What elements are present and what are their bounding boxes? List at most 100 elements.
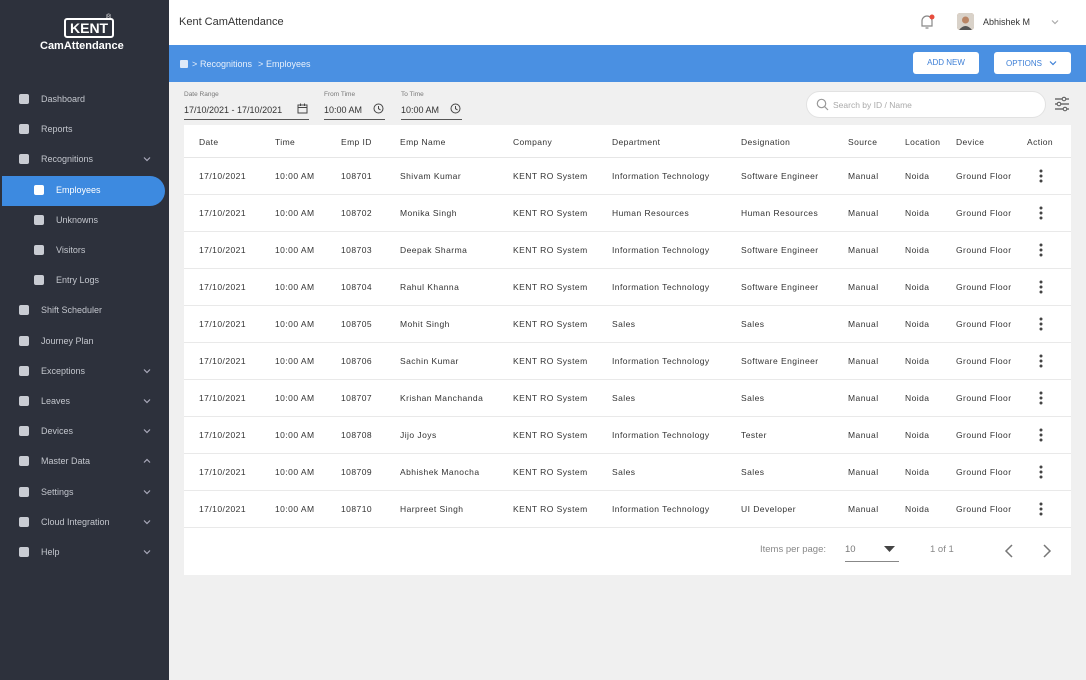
items-per-page-select[interactable]: 10 [845, 540, 899, 562]
table-cell: Ground Floor [956, 208, 1012, 218]
table-cell: 10:00 AM [275, 245, 315, 255]
filter-value: 10:00 AM [324, 105, 363, 115]
filter-field[interactable]: Date Range 17/10/2021 - 17/10/2021 [184, 90, 309, 120]
options-button[interactable]: OPTIONS [994, 52, 1071, 74]
breadcrumb-item[interactable]: Recognitions [200, 59, 253, 69]
table-row: 17/10/2021 10:00 AM 108707 Krishan Manchand… [184, 380, 1071, 417]
filter-settings-icon[interactable] [1054, 96, 1070, 112]
table-cell: Human Resources [612, 208, 690, 218]
table-cell: 108708 [341, 430, 373, 440]
active-highlight [2, 175, 165, 206]
row-action-menu[interactable] [1039, 428, 1043, 442]
row-action-menu[interactable] [1039, 206, 1043, 220]
filter-field[interactable]: From Time 10:00 AM [324, 90, 385, 120]
row-action-menu[interactable] [1039, 280, 1043, 294]
table-cell: Manual [848, 282, 879, 292]
table-cell: 17/10/2021 [199, 504, 247, 514]
notification-bell[interactable] [918, 13, 936, 31]
row-action-menu[interactable] [1039, 391, 1043, 405]
filter-icon [373, 103, 384, 114]
row-action-menu[interactable] [1039, 243, 1043, 257]
sidebar-item[interactable]: Recognitions [0, 145, 169, 173]
chevron [142, 426, 152, 436]
header [169, 0, 1086, 46]
sidebar-label: Recognitions [41, 154, 94, 165]
table-cell: Abhishek Manocha [400, 467, 480, 477]
sidebar-item[interactable]: Leaves [0, 387, 169, 415]
table-cell: 17/10/2021 [199, 430, 247, 440]
column-header: Action [1027, 137, 1054, 147]
column-header: Date [199, 137, 219, 147]
table-cell: Information Technology [612, 245, 710, 255]
table-cell: Sales [612, 319, 636, 329]
sidebar-icon [34, 184, 44, 195]
chevron [142, 456, 152, 466]
table-cell: KENT RO System [513, 245, 588, 255]
table-cell: Sales [741, 319, 765, 329]
table-cell: Information Technology [612, 430, 710, 440]
filter-value: 10:00 AM [401, 105, 440, 115]
sidebar-label: Reports [41, 124, 73, 135]
items-per-page-label: Items per page: [760, 544, 827, 555]
row-action-menu[interactable] [1039, 354, 1043, 368]
table-cell: Sales [741, 467, 765, 477]
sidebar-item[interactable]: Shift Scheduler [0, 296, 169, 324]
table-cell: Ground Floor [956, 171, 1012, 181]
add-new-button[interactable]: ADD NEW [913, 52, 979, 74]
row-action-menu[interactable] [1039, 169, 1043, 183]
chevron [142, 487, 152, 497]
table-cell: 10:00 AM [275, 171, 315, 181]
table-cell: 108710 [341, 504, 373, 514]
sidebar-item[interactable]: Reports [0, 115, 169, 143]
table-cell: Manual [848, 356, 879, 366]
app-title: Kent CamAttendance [179, 16, 284, 28]
table-cell: KENT RO System [513, 430, 588, 440]
table-cell: Manual [848, 430, 879, 440]
filter-field[interactable]: To Time 10:00 AM [401, 90, 462, 120]
sidebar-item[interactable]: Exceptions [0, 357, 169, 385]
sidebar-label: Unknowns [56, 214, 99, 225]
column-header: Source [848, 137, 878, 147]
table-cell: 10:00 AM [275, 467, 315, 477]
sidebar-label: Devices [41, 426, 74, 437]
options-chevron [1048, 58, 1058, 68]
table-cell: Information Technology [612, 171, 710, 181]
row-action-menu[interactable] [1039, 465, 1043, 479]
header-divider [184, 157, 1071, 158]
sidebar-item[interactable]: Dashboard [0, 85, 169, 113]
table-cell: 10:00 AM [275, 430, 315, 440]
row-action-menu[interactable] [1039, 317, 1043, 331]
user-name[interactable]: Abhishek M [983, 17, 1031, 27]
table-row: 17/10/2021 10:00 AM 108706 Sachin Kumar KENT… [184, 343, 1071, 380]
table-cell: KENT RO System [513, 282, 588, 292]
table-cell: 108709 [341, 467, 373, 477]
sidebar-item[interactable]: Unknowns [0, 206, 169, 234]
sidebar-item[interactable]: Settings [0, 478, 169, 506]
table-cell: Noida [905, 504, 930, 514]
sidebar-item[interactable]: Journey Plan [0, 327, 169, 355]
sidebar-item[interactable]: Devices [0, 417, 169, 445]
sidebar-item[interactable]: Visitors [0, 236, 169, 264]
table-cell: Manual [848, 208, 879, 218]
chevron [142, 547, 152, 557]
sidebar-item[interactable]: Master Data [0, 447, 169, 475]
table-row: 17/10/2021 10:00 AM 108708 Jijo Joys KENT RO… [184, 417, 1071, 454]
chevron [142, 396, 152, 406]
search-box[interactable]: Search by ID / Name [806, 91, 1046, 118]
table-cell: Ground Floor [956, 430, 1012, 440]
sidebar-icon [19, 456, 29, 467]
table-cell: Manual [848, 467, 879, 477]
breadcrumb-item[interactable]: Employees [266, 59, 311, 69]
page-range: 1 of 1 [930, 544, 954, 555]
table-cell: 108702 [341, 208, 373, 218]
sidebar-item[interactable]: Help [0, 538, 169, 566]
sidebar-item[interactable]: Employees [0, 175, 169, 206]
row-action-menu[interactable] [1039, 502, 1043, 516]
sidebar-icon [34, 245, 44, 255]
table-cell: Ground Floor [956, 467, 1012, 477]
previous-page[interactable] [1004, 544, 1014, 558]
next-page[interactable] [1042, 544, 1052, 558]
sidebar-item[interactable]: Entry Logs [0, 266, 169, 294]
sidebar-item[interactable]: Cloud Integration [0, 508, 169, 536]
table-row: 17/10/2021 10:00 AM 108709 Abhishek Manocha… [184, 454, 1071, 491]
